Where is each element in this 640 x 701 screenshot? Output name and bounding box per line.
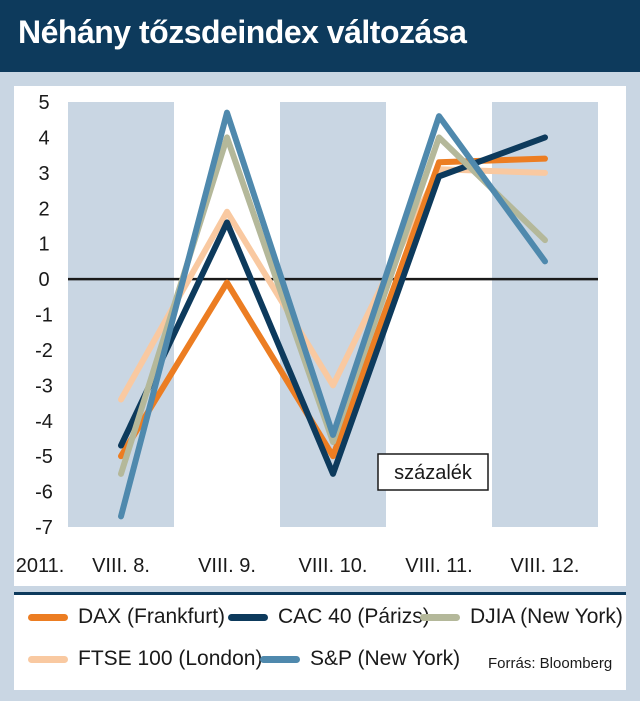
legend-label-dax: DAX (Frankfurt) (78, 605, 226, 628)
legend-swatch-djia (420, 613, 460, 621)
source-note: Forrás: Bloomberg (488, 655, 613, 672)
legend-item-ftse100: FTSE 100 (London) (28, 647, 262, 671)
legend-item-cac40: CAC 40 (Párizs) (228, 605, 430, 629)
legend-label-cac40: CAC 40 (Párizs) (278, 605, 430, 628)
line-chart: 5 4 3 2 1 0 -1 -2 -3 -4 -5 -6 -7 2011. VIII. 8. VIII. 9… (16, 92, 598, 577)
x-year-label: 2011. (16, 555, 65, 577)
legend-item-djia: DJIA (New York) (420, 605, 623, 629)
y-tick-label: -1 (35, 305, 53, 327)
x-tick-label: VIII. 10. (299, 555, 368, 577)
unit-label-box (377, 453, 489, 491)
series-line-5 (118, 109, 548, 520)
y-tick-label: 5 (38, 92, 49, 114)
legend-label-sp: S&P (New York) (310, 647, 461, 670)
category-band-5 (492, 102, 598, 527)
y-tick-label: 1 (38, 234, 49, 256)
legend-swatch-sp (260, 655, 300, 663)
x-tick-label: VIII. 9. (198, 555, 256, 577)
y-tick-label: -7 (35, 517, 53, 539)
y-tick-label: -5 (35, 446, 53, 468)
y-tick-label: 0 (38, 269, 49, 291)
title-bar: Néhány tőzsdeindex változása (0, 0, 640, 72)
x-tick-label: VIII. 8. (92, 555, 150, 577)
legend-swatch-cac40 (228, 613, 268, 621)
y-tick-label: -2 (35, 340, 53, 362)
y-tick-label: 3 (38, 163, 49, 185)
x-tick-label: VIII. 11. (405, 555, 472, 577)
y-tick-label: -3 (35, 375, 53, 397)
legend-swatch-dax (28, 613, 68, 621)
category-band-1 (68, 102, 174, 527)
legend: DAX (Frankfurt) CAC 40 (Párizs) DJIA (Ne… (14, 592, 626, 690)
legend-swatch-ftse100 (28, 655, 68, 663)
y-tick-label: 4 (38, 127, 49, 149)
x-tick-label: VIII. 12. (511, 555, 580, 577)
y-tick-label: 2 (38, 198, 49, 220)
legend-label-ftse100: FTSE 100 (London) (78, 647, 263, 670)
y-tick-label: -6 (35, 482, 53, 504)
plot-panel: 5 4 3 2 1 0 -1 -2 -3 -4 -5 -6 -7 2011. VIII. 8. VIII. 9… (14, 86, 626, 586)
legend-label-djia: DJIA (New York) (470, 605, 623, 628)
y-tick-label: -4 (35, 411, 53, 433)
unit-label: százalék (394, 462, 473, 484)
legend-item-sp: S&P (New York) (260, 647, 460, 671)
chart-title: Néhány tőzsdeindex változása (18, 14, 467, 50)
legend-item-dax: DAX (Frankfurt) (28, 605, 225, 629)
